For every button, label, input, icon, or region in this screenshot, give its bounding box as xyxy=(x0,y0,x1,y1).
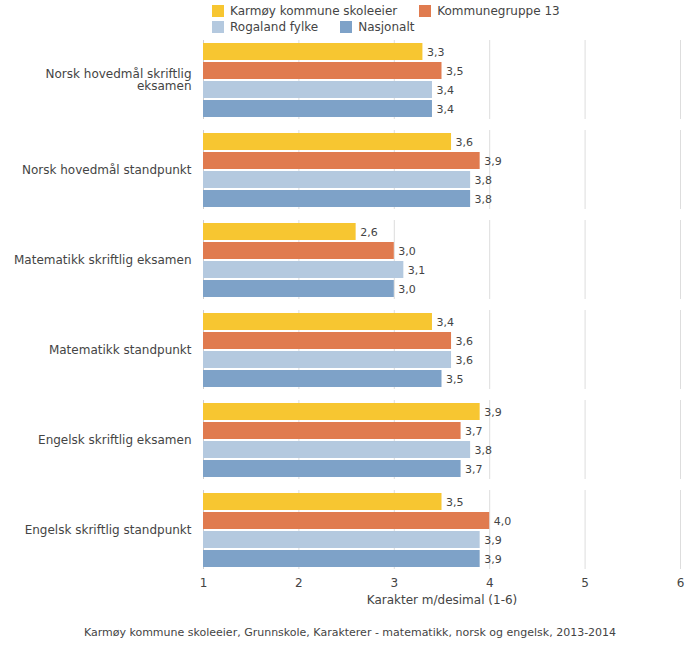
svg-text:3,9: 3,9 xyxy=(484,406,502,419)
svg-text:3,6: 3,6 xyxy=(456,354,474,367)
svg-text:3,9: 3,9 xyxy=(484,553,502,566)
svg-text:Norsk hovedmål skriftligeksame: Norsk hovedmål skriftligeksamen xyxy=(46,67,192,93)
svg-text:2: 2 xyxy=(295,576,303,590)
html-text:Karmøy kommune skoleeier: Karmøy kommune skoleeier xyxy=(230,4,398,18)
svg-text:Engelsk skriftlig standpunkt: Engelsk skriftlig standpunkt xyxy=(25,523,192,537)
html-text:Rogaland fylke: Rogaland fylke xyxy=(230,20,319,34)
svg-text:Norsk hovedmål standpunkt: Norsk hovedmål standpunkt xyxy=(22,163,192,177)
svg-text:Matematikk skriftlig eksamen: Matematikk skriftlig eksamen xyxy=(14,253,192,267)
html-text:Nasjonalt: Nasjonalt xyxy=(358,20,415,34)
svg-text:Matematikk standpunkt: Matematikk standpunkt xyxy=(49,343,192,357)
svg-text:3,8: 3,8 xyxy=(475,174,493,187)
svg-text:3,7: 3,7 xyxy=(465,463,483,476)
svg-text:3,9: 3,9 xyxy=(484,534,502,547)
svg-text:2,6: 2,6 xyxy=(360,226,378,239)
svg-text:3,4: 3,4 xyxy=(436,103,454,116)
svg-text:3,4: 3,4 xyxy=(436,316,454,329)
svg-text:Engelsk skriftlig eksamen: Engelsk skriftlig eksamen xyxy=(38,433,191,447)
svg-text:3,7: 3,7 xyxy=(465,425,483,438)
svg-text:3,9: 3,9 xyxy=(484,155,502,168)
svg-text:4,0: 4,0 xyxy=(494,515,512,528)
svg-text:6: 6 xyxy=(677,576,685,590)
svg-text:5: 5 xyxy=(581,576,589,590)
svg-text:3,3: 3,3 xyxy=(427,46,445,59)
svg-text:3: 3 xyxy=(390,576,398,590)
svg-text:3,5: 3,5 xyxy=(446,496,464,509)
svg-text:3,0: 3,0 xyxy=(398,245,416,258)
svg-text:4: 4 xyxy=(486,576,494,590)
svg-text:Karakter m/desimal (1-6): Karakter m/desimal (1-6) xyxy=(367,593,518,607)
html-text:Kommunegruppe 13: Kommunegruppe 13 xyxy=(437,4,560,18)
svg-text:3,6: 3,6 xyxy=(456,335,474,348)
svg-text:3,8: 3,8 xyxy=(475,444,493,457)
svg-text:3,1: 3,1 xyxy=(408,264,426,277)
svg-text:3,0: 3,0 xyxy=(398,283,416,296)
svg-text:3,8: 3,8 xyxy=(475,193,493,206)
svg-text:3,6: 3,6 xyxy=(456,136,474,149)
html-text:Karmøy kommune skoleeier, Grun: Karmøy kommune skoleeier, Grunnskole, Ka… xyxy=(83,626,617,639)
svg-text:3,5: 3,5 xyxy=(446,65,464,78)
svg-text:1: 1 xyxy=(200,576,208,590)
svg-text:3,5: 3,5 xyxy=(446,373,464,386)
svg-text:3,4: 3,4 xyxy=(436,84,454,97)
